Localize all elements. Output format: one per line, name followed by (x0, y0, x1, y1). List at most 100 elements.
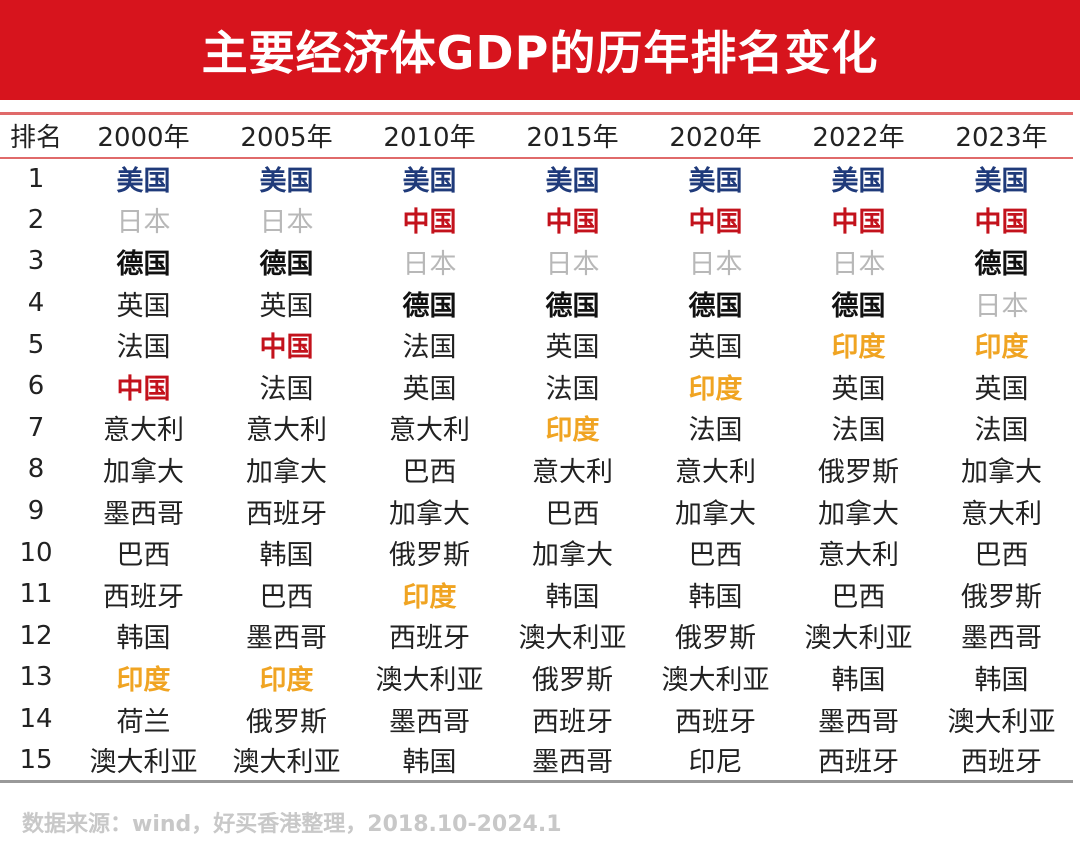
country-cell: 巴西 (974, 540, 1029, 572)
country-cell: 俄罗斯 (675, 623, 756, 655)
country-cell: 意大利 (675, 456, 756, 488)
rank-cell: 6 (27, 371, 45, 402)
country-cell: 日本 (545, 248, 600, 280)
country-cell: 英国 (831, 373, 886, 405)
table-row: 6 中国 法国 英国 法国 印度 英国 英国 (0, 365, 1073, 407)
country-cell: 英国 (402, 373, 457, 405)
country-cell: 俄罗斯 (818, 456, 899, 488)
country-cell: 印度 (974, 332, 1029, 364)
column-header-year: 2023年 (955, 123, 1048, 154)
country-cell: 法国 (402, 332, 457, 364)
country-cell: 墨西哥 (103, 498, 184, 530)
country-cell: 西班牙 (103, 581, 184, 613)
rank-cell: 7 (27, 412, 45, 443)
country-cell: 加拿大 (532, 540, 613, 572)
table-row: 11 西班牙 巴西 印度 韩国 韩国 巴西 俄罗斯 (0, 573, 1073, 615)
country-cell: 加拿大 (389, 498, 470, 530)
country-cell: 印度 (402, 581, 457, 613)
country-cell: 法国 (259, 373, 314, 405)
table-row: 13 印度 印度 澳大利亚 俄罗斯 澳大利亚 韩国 韩国 (0, 657, 1073, 699)
table-row: 8 加拿大 加拿大 巴西 意大利 意大利 俄罗斯 加拿大 (0, 449, 1073, 491)
table-row: 12 韩国 墨西哥 西班牙 澳大利亚 俄罗斯 澳大利亚 墨西哥 (0, 615, 1073, 657)
country-cell: 英国 (974, 373, 1029, 405)
country-cell: 墨西哥 (961, 623, 1042, 655)
header-row: 排名 2000年 2005年 2010年 2015年 2020年 2022年 2023年 (0, 113, 1073, 158)
table-header: 排名 2000年 2005年 2010年 2015年 2020年 2022年 2023年 (0, 113, 1073, 158)
country-cell: 意大利 (532, 456, 613, 488)
country-cell: 墨西哥 (532, 747, 613, 779)
country-cell: 韩国 (402, 747, 457, 779)
country-cell: 俄罗斯 (532, 664, 613, 696)
country-cell: 澳大利亚 (661, 664, 770, 696)
country-cell: 墨西哥 (389, 706, 470, 738)
column-header-year: 2000年 (97, 123, 190, 154)
country-cell: 中国 (402, 207, 457, 239)
country-cell: 西班牙 (961, 747, 1042, 779)
country-cell: 英国 (259, 290, 314, 322)
country-cell: 加拿大 (103, 456, 184, 488)
country-cell: 美国 (974, 166, 1029, 198)
country-cell: 中国 (831, 207, 886, 239)
column-header-year: 2022年 (812, 123, 905, 154)
title-banner: 主要经济体GDP的历年排名变化 (0, 0, 1080, 100)
country-cell: 澳大利亚 (804, 623, 913, 655)
country-cell: 德国 (974, 248, 1029, 280)
country-cell: 德国 (688, 290, 743, 322)
rank-cell: 12 (19, 620, 53, 651)
country-cell: 西班牙 (818, 747, 899, 779)
rank-cell: 4 (27, 288, 45, 319)
country-cell: 韩国 (831, 664, 886, 696)
country-cell: 德国 (402, 290, 457, 322)
country-cell: 英国 (545, 332, 600, 364)
country-cell: 加拿大 (818, 498, 899, 530)
country-cell: 日本 (831, 248, 886, 280)
column-header-year: 2010年 (383, 123, 476, 154)
country-cell: 美国 (688, 166, 743, 198)
country-cell: 法国 (688, 415, 743, 447)
rank-cell: 9 (27, 496, 45, 527)
country-cell: 德国 (831, 290, 886, 322)
table-row: 1 美国 美国 美国 美国 美国 美国 美国 (0, 158, 1073, 200)
country-cell: 俄罗斯 (389, 540, 470, 572)
ranking-table-container: 排名 2000年 2005年 2010年 2015年 2020年 2022年 2023年 1 美… (0, 112, 1073, 783)
country-cell: 西班牙 (532, 706, 613, 738)
table-row: 4 英国 英国 德国 德国 德国 德国 日本 (0, 282, 1073, 324)
country-cell: 美国 (831, 166, 886, 198)
table-row: 14 荷兰 俄罗斯 墨西哥 西班牙 西班牙 墨西哥 澳大利亚 (0, 698, 1073, 740)
country-cell: 荷兰 (116, 706, 171, 738)
country-cell: 日本 (116, 207, 171, 239)
country-cell: 韩国 (688, 581, 743, 613)
country-cell: 法国 (545, 373, 600, 405)
country-cell: 中国 (259, 332, 314, 364)
country-cell: 俄罗斯 (246, 706, 327, 738)
table-row: 15 澳大利亚 澳大利亚 韩国 墨西哥 印尼 西班牙 西班牙 (0, 740, 1073, 782)
page-title: 主要经济体GDP的历年排名变化 (201, 26, 879, 80)
rank-cell: 11 (19, 579, 53, 610)
country-cell: 德国 (259, 248, 314, 280)
country-cell: 巴西 (688, 540, 743, 572)
country-cell: 俄罗斯 (961, 581, 1042, 613)
rank-cell: 10 (19, 537, 53, 568)
country-cell: 印度 (688, 373, 743, 405)
country-cell: 西班牙 (389, 623, 470, 655)
source-note: 数据来源：wind，好买香港整理，2018.10-2024.1 (22, 812, 562, 837)
country-cell: 韩国 (116, 623, 171, 655)
column-header-year: 2020年 (669, 123, 762, 154)
table-row: 3 德国 德国 日本 日本 日本 日本 德国 (0, 241, 1073, 283)
country-cell: 印度 (259, 664, 314, 696)
country-cell: 德国 (545, 290, 600, 322)
country-cell: 意大利 (818, 540, 899, 572)
country-cell: 墨西哥 (246, 623, 327, 655)
country-cell: 巴西 (831, 581, 886, 613)
country-cell: 印度 (831, 332, 886, 364)
country-cell: 日本 (974, 290, 1029, 322)
table-row: 10 巴西 韩国 俄罗斯 加拿大 巴西 意大利 巴西 (0, 532, 1073, 574)
country-cell: 澳大利亚 (375, 664, 484, 696)
rank-cell: 8 (27, 454, 45, 485)
country-cell: 中国 (974, 207, 1029, 239)
country-cell: 英国 (116, 290, 171, 322)
country-cell: 德国 (116, 248, 171, 280)
country-cell: 西班牙 (675, 706, 756, 738)
country-cell: 加拿大 (675, 498, 756, 530)
country-cell: 法国 (116, 332, 171, 364)
